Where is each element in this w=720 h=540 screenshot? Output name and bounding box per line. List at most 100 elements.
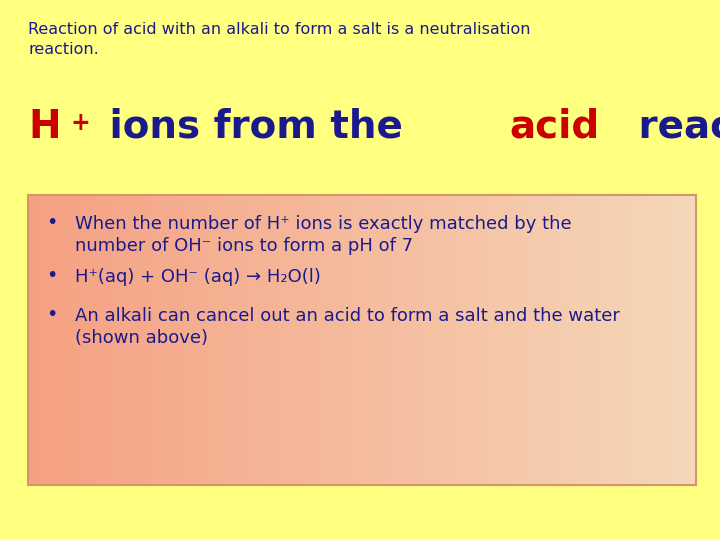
Bar (362, 195, 368, 485)
Bar (240, 195, 246, 485)
Bar (28, 195, 34, 485)
Bar (579, 195, 585, 485)
Bar (39, 195, 45, 485)
Bar (418, 195, 424, 485)
Bar (662, 195, 669, 485)
Bar (657, 195, 663, 485)
Bar (256, 195, 262, 485)
Bar (112, 195, 117, 485)
Bar (67, 195, 73, 485)
Bar (222, 195, 229, 485)
Bar (56, 195, 62, 485)
Bar (117, 195, 123, 485)
Bar (195, 195, 201, 485)
Bar (557, 195, 563, 485)
Bar (423, 195, 429, 485)
Bar (122, 195, 129, 485)
Bar (140, 195, 145, 485)
Bar (150, 195, 156, 485)
Bar (574, 195, 580, 485)
Bar (167, 195, 174, 485)
Bar (351, 195, 357, 485)
Bar (485, 195, 490, 485)
Bar (552, 195, 557, 485)
Bar (395, 195, 402, 485)
Bar (690, 195, 696, 485)
Bar (523, 195, 529, 485)
Bar (273, 195, 279, 485)
Text: (shown above): (shown above) (75, 329, 208, 347)
Bar (507, 195, 513, 485)
Bar (318, 195, 323, 485)
Bar (245, 195, 251, 485)
Bar (89, 195, 95, 485)
Bar (585, 195, 590, 485)
Bar (429, 195, 435, 485)
Bar (100, 195, 107, 485)
Bar (390, 195, 396, 485)
Bar (295, 195, 301, 485)
Bar (134, 195, 140, 485)
Bar (540, 195, 546, 485)
Bar (462, 195, 468, 485)
Bar (529, 195, 535, 485)
Bar (513, 195, 518, 485)
Bar (646, 195, 652, 485)
Bar (368, 195, 374, 485)
Bar (306, 195, 312, 485)
Bar (440, 195, 446, 485)
Bar (518, 195, 524, 485)
Text: •: • (46, 213, 58, 232)
Bar (596, 195, 602, 485)
Bar (473, 195, 480, 485)
Bar (384, 195, 390, 485)
Bar (201, 195, 207, 485)
Bar (346, 195, 351, 485)
Bar (401, 195, 407, 485)
Text: H: H (28, 108, 60, 146)
Bar (668, 195, 674, 485)
Bar (217, 195, 223, 485)
Bar (534, 195, 541, 485)
Bar (674, 195, 680, 485)
Bar (434, 195, 441, 485)
Bar (78, 195, 84, 485)
Text: reaction.: reaction. (28, 42, 99, 57)
Bar (45, 195, 51, 485)
Text: +: + (70, 111, 90, 135)
Bar (228, 195, 235, 485)
Bar (189, 195, 196, 485)
Bar (206, 195, 212, 485)
Bar (106, 195, 112, 485)
Bar (490, 195, 496, 485)
Bar (251, 195, 257, 485)
Bar (128, 195, 134, 485)
Bar (568, 195, 574, 485)
Bar (601, 195, 608, 485)
Bar (267, 195, 274, 485)
Bar (501, 195, 507, 485)
Bar (679, 195, 685, 485)
Bar (184, 195, 190, 485)
Bar (446, 195, 451, 485)
Bar (479, 195, 485, 485)
Bar (334, 195, 341, 485)
Text: •: • (46, 266, 58, 285)
Bar (456, 195, 463, 485)
Bar (156, 195, 162, 485)
Bar (640, 195, 647, 485)
Bar (262, 195, 268, 485)
Bar (546, 195, 552, 485)
Bar (451, 195, 457, 485)
Bar (629, 195, 635, 485)
Bar (590, 195, 596, 485)
Bar (356, 195, 362, 485)
Bar (28, 195, 696, 485)
Bar (234, 195, 240, 485)
Text: acid: acid (509, 108, 599, 146)
Bar (173, 195, 179, 485)
Bar (279, 195, 284, 485)
Bar (340, 195, 346, 485)
Bar (635, 195, 641, 485)
Bar (407, 195, 413, 485)
